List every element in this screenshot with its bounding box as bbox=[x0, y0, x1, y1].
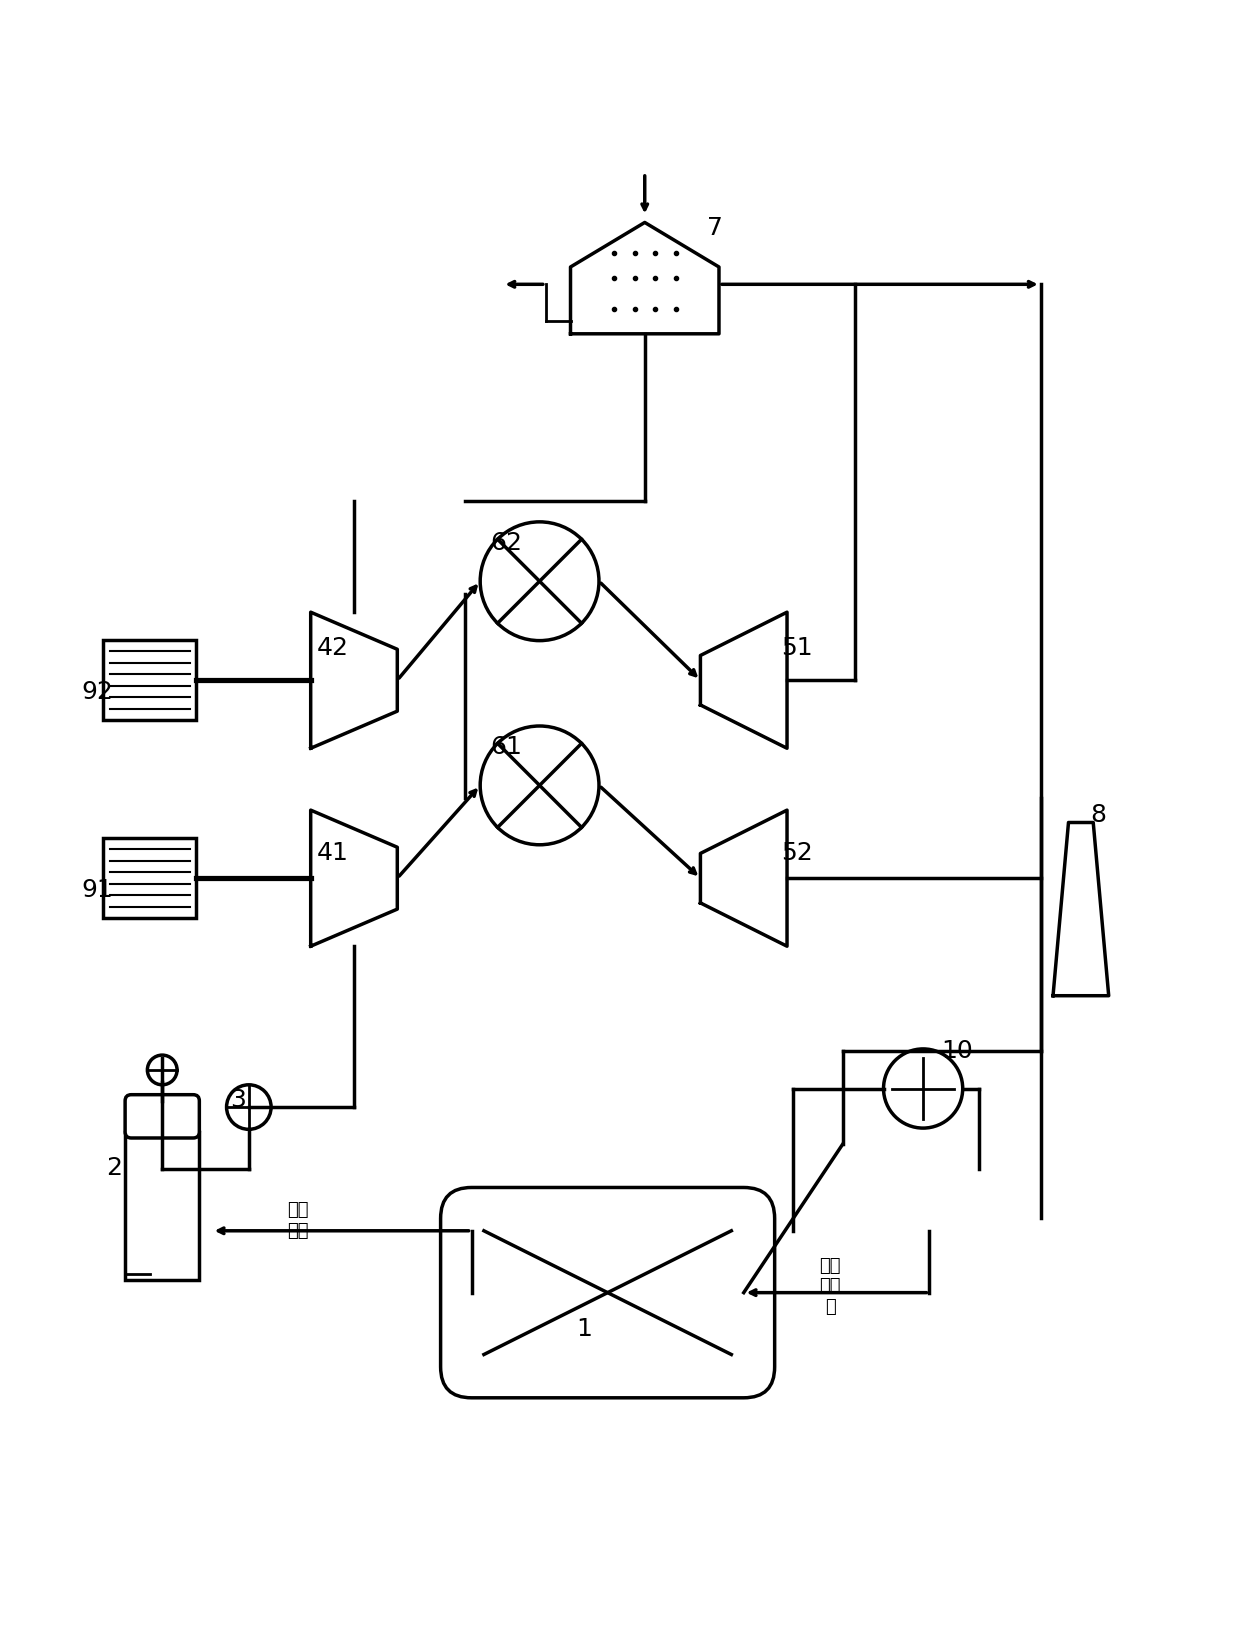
FancyBboxPatch shape bbox=[440, 1188, 775, 1398]
Text: 42: 42 bbox=[317, 637, 348, 661]
Text: 10: 10 bbox=[941, 1038, 973, 1063]
Circle shape bbox=[227, 1084, 272, 1130]
Text: 91: 91 bbox=[82, 878, 114, 901]
Bar bbox=[103, 837, 196, 918]
Circle shape bbox=[884, 1050, 962, 1128]
Text: 61: 61 bbox=[490, 735, 522, 760]
Text: 中高
温烟
气: 中高 温烟 气 bbox=[820, 1257, 841, 1316]
Circle shape bbox=[480, 725, 599, 846]
Text: 1: 1 bbox=[577, 1318, 593, 1341]
Text: 52: 52 bbox=[781, 841, 812, 865]
Text: 8: 8 bbox=[1090, 803, 1106, 827]
Text: 51: 51 bbox=[781, 637, 812, 661]
Text: 低温
烟气: 低温 烟气 bbox=[288, 1201, 309, 1240]
Text: 2: 2 bbox=[107, 1156, 123, 1179]
Text: 62: 62 bbox=[490, 531, 522, 556]
FancyBboxPatch shape bbox=[125, 1094, 200, 1138]
Circle shape bbox=[148, 1054, 177, 1084]
Bar bbox=[103, 640, 196, 721]
Text: 92: 92 bbox=[82, 679, 114, 704]
Text: 7: 7 bbox=[707, 215, 723, 240]
Text: 41: 41 bbox=[317, 841, 348, 865]
Bar bbox=[125, 1132, 200, 1280]
Circle shape bbox=[480, 521, 599, 640]
Text: 3: 3 bbox=[231, 1087, 247, 1112]
